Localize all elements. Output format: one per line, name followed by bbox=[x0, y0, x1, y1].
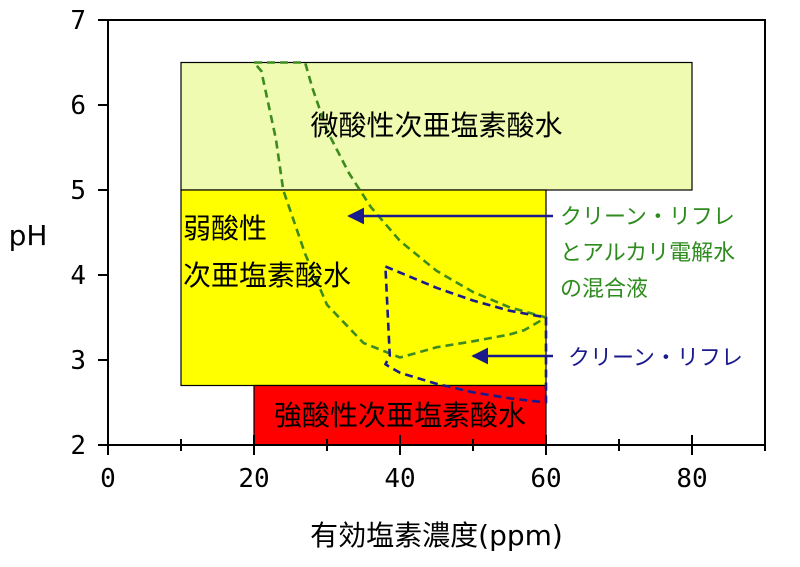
axes bbox=[107, 19, 766, 446]
annotation-text-0-1: とアルカリ電解水 bbox=[560, 241, 735, 266]
y-tick-label: 2 bbox=[70, 431, 86, 461]
ticks: 0 20 40 60 80 2 3 4 5 6 7 bbox=[70, 6, 766, 494]
y-tick-label: 4 bbox=[70, 261, 86, 291]
annotation-text-0-2: の混合液 bbox=[560, 277, 648, 302]
annotation-text-0-0: クリーン・リフレ bbox=[560, 205, 735, 230]
region-label-1-1: 次亜塩素酸水 bbox=[183, 259, 351, 292]
y-axis-title: pH bbox=[9, 219, 48, 252]
x-tick-label: 0 bbox=[100, 464, 116, 494]
region-label-0-0: 微酸性次亜塩素酸水 bbox=[310, 109, 562, 142]
x-tick-label: 80 bbox=[676, 464, 707, 494]
y-tick-label: 5 bbox=[70, 176, 86, 206]
y-tick-label: 3 bbox=[70, 346, 86, 376]
dashed-areas bbox=[252, 61, 548, 404]
x-tick-label: 40 bbox=[384, 464, 415, 494]
region-0 bbox=[180, 61, 693, 191]
dashed-area-0 bbox=[252, 61, 548, 359]
x-tick-label: 20 bbox=[238, 464, 269, 494]
region-label-1-0: 弱酸性 bbox=[183, 212, 267, 245]
y-tick-label: 6 bbox=[70, 91, 86, 121]
x-tick-label: 60 bbox=[530, 464, 561, 494]
dashed-area-1 bbox=[384, 265, 548, 404]
plot-frame bbox=[107, 19, 766, 446]
x-axis-title: 有効塩素濃度(ppm) bbox=[310, 519, 563, 552]
region-label-2-0: 強酸性次亜塩素酸水 bbox=[274, 399, 526, 432]
annotation-text-1-0: クリーン・リフレ bbox=[568, 346, 743, 371]
y-tick-label: 7 bbox=[70, 6, 86, 36]
